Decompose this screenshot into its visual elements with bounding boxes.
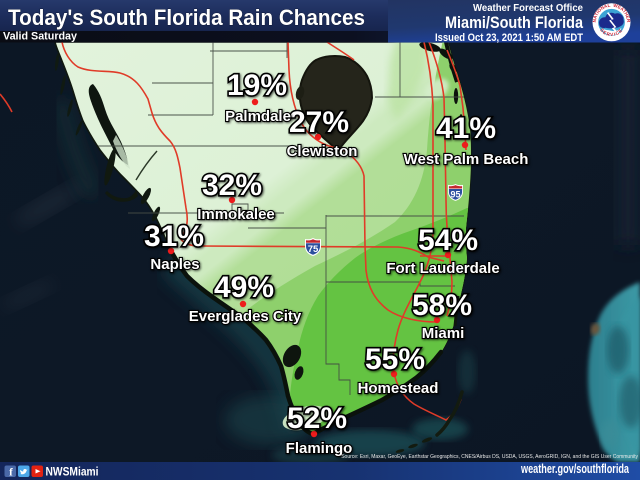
svg-text:75: 75 <box>308 244 319 255</box>
svg-text:Flamingo: Flamingo <box>286 440 353 457</box>
svg-text:Palmdale: Palmdale <box>225 108 291 125</box>
svg-text:Source: Esri, Maxar, GeoEye, E: Source: Esri, Maxar, GeoEye, Earthstar G… <box>341 454 638 460</box>
svg-text:58%: 58% <box>412 289 472 322</box>
svg-text:Miami/South Florida: Miami/South Florida <box>445 14 584 32</box>
svg-text:55%: 55% <box>365 343 425 376</box>
svg-text:27%: 27% <box>289 106 349 139</box>
svg-text:Everglades City: Everglades City <box>189 308 302 325</box>
svg-text:Issued Oct 23, 2021 1:50 AM ED: Issued Oct 23, 2021 1:50 AM EDT <box>435 32 583 44</box>
svg-text:Immokalee: Immokalee <box>197 206 275 223</box>
svg-text:Miami: Miami <box>422 325 465 342</box>
svg-text:19%: 19% <box>227 69 287 102</box>
svg-text:Clewiston: Clewiston <box>287 143 358 160</box>
svg-text:52%: 52% <box>287 402 347 435</box>
svg-text:Naples: Naples <box>150 256 199 273</box>
svg-text:NWSMiami: NWSMiami <box>46 466 99 478</box>
svg-text:Fort Lauderdale: Fort Lauderdale <box>386 260 499 277</box>
svg-text:weather.gov/southflorida: weather.gov/southflorida <box>520 462 629 476</box>
svg-text:West Palm Beach: West Palm Beach <box>404 151 529 168</box>
svg-text:f: f <box>9 466 13 478</box>
svg-text:49%: 49% <box>214 271 274 304</box>
svg-text:41%: 41% <box>436 112 496 145</box>
svg-text:31%: 31% <box>144 220 204 253</box>
svg-text:Valid Saturday: Valid Saturday <box>3 31 78 43</box>
svg-text:Homestead: Homestead <box>358 380 439 397</box>
svg-text:54%: 54% <box>418 224 478 257</box>
svg-text:Weather Forecast Office: Weather Forecast Office <box>473 2 583 14</box>
svg-text:Today's South Florida Rain Cha: Today's South Florida Rain Chances <box>8 5 365 30</box>
svg-text:95: 95 <box>450 189 460 199</box>
svg-text:32%: 32% <box>202 169 262 202</box>
svg-text:SERVICE: SERVICE <box>599 27 624 37</box>
